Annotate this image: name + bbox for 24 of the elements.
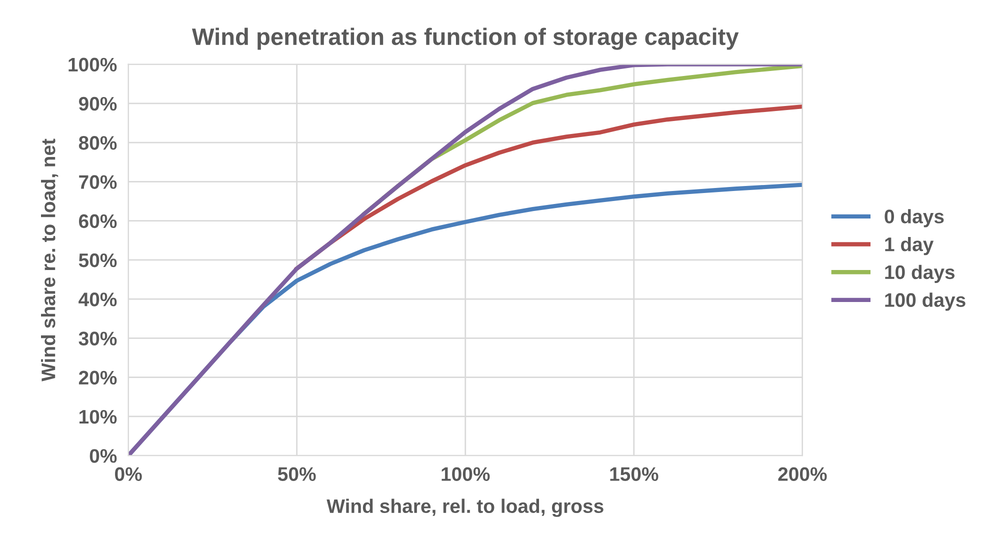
legend-label: 10 days xyxy=(885,264,955,283)
chart-title: Wind penetration as function of storage capacity xyxy=(192,28,739,50)
y-tick-label: 100% xyxy=(68,58,117,72)
legend-label: 0 days xyxy=(884,209,944,228)
x-tick-label: 150% xyxy=(610,467,658,481)
x-tick-label: 100% xyxy=(442,467,490,481)
y-tick-label: 90% xyxy=(78,96,117,111)
y-tick-label: 60% xyxy=(78,214,117,228)
y-tick-label: 80% xyxy=(78,136,117,150)
y-tick-label: 0% xyxy=(90,449,117,463)
x-tick-label: 50% xyxy=(278,467,316,481)
legend-label: 100 days xyxy=(885,292,966,311)
y-tick-label: 10% xyxy=(80,410,117,424)
y-tick-label: 40% xyxy=(78,292,117,306)
legend-label: 1 day xyxy=(885,236,934,256)
x-tick-label: 0% xyxy=(115,467,142,481)
line-series xyxy=(128,64,802,456)
y-tick-label: 70% xyxy=(79,175,117,189)
x-tick-label: 200% xyxy=(778,467,827,481)
y-tick-label: 20% xyxy=(78,370,117,385)
y-tick-label: 50% xyxy=(78,253,117,268)
x-axis-title: Wind share, rel. to load, gross xyxy=(326,498,604,517)
y-tick-label: 30% xyxy=(78,332,117,346)
y-axis-title: Wind share re. to load, net xyxy=(41,138,58,382)
